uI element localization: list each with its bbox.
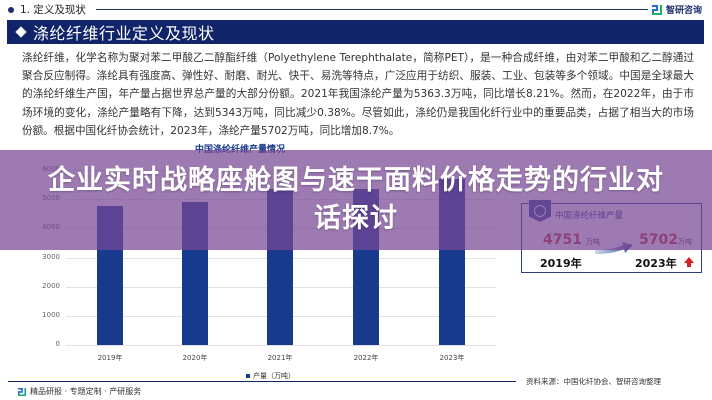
chart-legend: 产量（万吨）	[246, 371, 295, 381]
kpi-start-year: 2019年	[540, 257, 582, 270]
overlay-headline: 企业实时战略座舱图与速干面料价格走势的行业对话探讨	[48, 165, 664, 234]
footer-tagline-text: 精品研报 · 专题定制 · 产研服务	[30, 387, 142, 396]
trend-up-arrow-stem	[687, 262, 691, 267]
body-paragraph: 涤纶纤维，化学名称为聚对苯二甲酸乙二醇酯纤维（Polyethylene Tere…	[22, 52, 694, 137]
data-source: 资料来源：中国化纤协会、智研咨询整理	[526, 377, 661, 386]
x-axis-tick: 2020年	[182, 354, 208, 362]
y-axis-tick: 2000	[42, 281, 60, 290]
x-axis-tick: 2022年	[353, 354, 379, 362]
section-header: 1. 定义及现状	[8, 2, 648, 17]
brand-logo: 智研咨询	[651, 3, 702, 16]
brand-logo-icon	[18, 387, 26, 396]
brand-logo-icon	[651, 4, 662, 15]
legend-label: 产量（万吨）	[253, 372, 295, 380]
kpi-end-year: 2023年	[635, 257, 677, 270]
page-title-bar: 涤纶纤维行业定义及现状	[7, 20, 704, 44]
section-label: 1. 定义及现状	[20, 4, 86, 16]
headline-overlay-banner: 企业实时战略座舱图与速干面料价格走势的行业对话探讨	[0, 150, 712, 250]
footer-divider	[8, 381, 516, 382]
y-axis-tick: 1000	[42, 310, 60, 319]
brand-name: 智研咨询	[665, 6, 702, 16]
bullet-dot-icon	[8, 6, 14, 13]
y-axis-tick: 3000	[42, 252, 60, 261]
diamond-icon	[15, 26, 27, 38]
x-axis-tick: 2021年	[267, 354, 293, 362]
x-axis-tick: 2019年	[97, 354, 123, 362]
y-axis-tick: 0	[55, 340, 60, 348]
legend-swatch	[246, 374, 250, 378]
source-divider	[500, 381, 514, 382]
trend-up-arrow-icon	[684, 257, 694, 263]
footer-tagline: 精品研报 · 专题定制 · 产研服务	[18, 386, 141, 397]
x-axis-tick: 2023年	[439, 354, 465, 362]
section-divider	[95, 9, 648, 10]
page-title: 涤纶纤维行业定义及现状	[33, 24, 215, 43]
gridline	[66, 345, 496, 346]
